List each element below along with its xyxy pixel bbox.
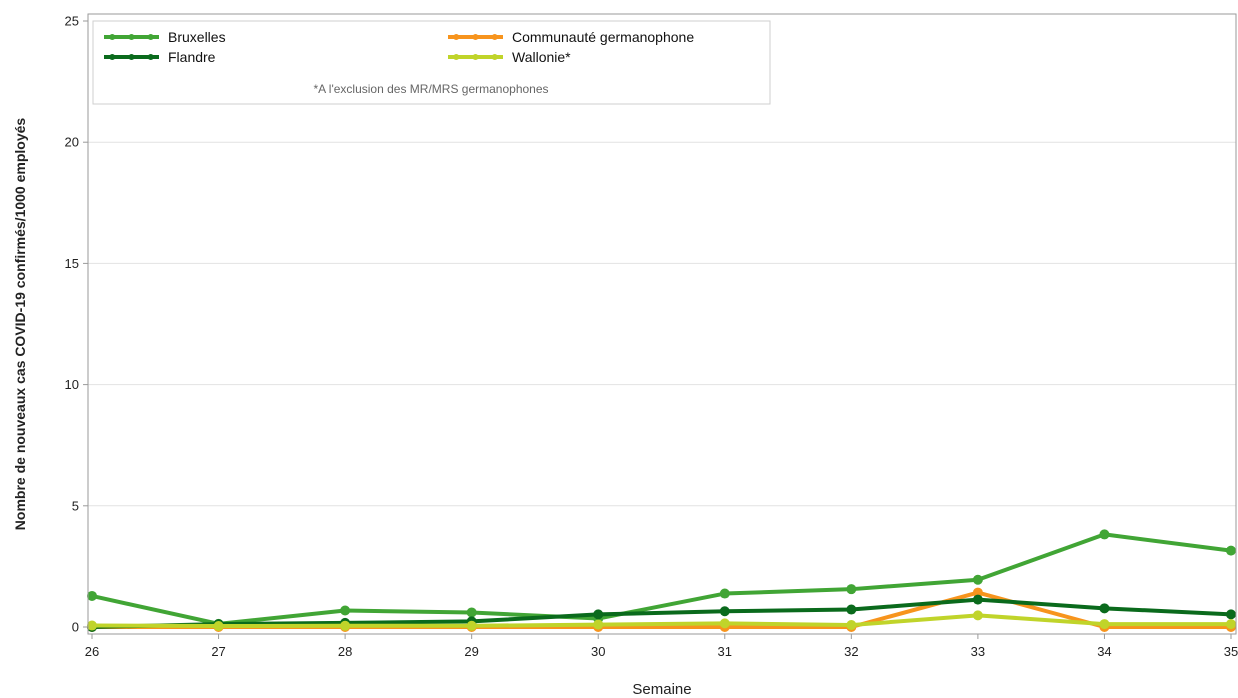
data-point: [87, 590, 97, 601]
x-tick-label: 30: [591, 644, 605, 659]
y-tick-label: 15: [65, 256, 79, 271]
data-point: [340, 605, 351, 616]
data-point: [1226, 619, 1236, 630]
legend-swatch-marker: [128, 54, 135, 60]
series-line: [90, 613, 1233, 629]
data-point: [846, 584, 857, 595]
data-point: [719, 588, 730, 599]
data-point: [1099, 619, 1110, 630]
data-point: [1099, 603, 1110, 614]
data-point: [846, 604, 857, 615]
data-point: [1099, 529, 1110, 540]
legend: Bruxelles Communauté germanophone Flandre W…: [92, 20, 771, 105]
y-tick-label: 0: [72, 620, 79, 635]
series-line: [90, 532, 1233, 626]
data-point: [1226, 545, 1236, 556]
y-tick-label: 20: [65, 135, 79, 150]
series-wallonie: [87, 610, 1236, 632]
legend-swatch-marker: [109, 34, 116, 40]
legend-item: Wallonie*: [448, 49, 571, 65]
series-line: [90, 597, 1233, 629]
legend-box: [92, 20, 771, 105]
y-axis: 0 5 10 15 20 25: [65, 14, 88, 635]
legend-label: Communauté germanophone: [512, 29, 694, 45]
data-point: [972, 574, 983, 585]
data-point: [972, 610, 983, 621]
x-tick-label: 28: [338, 644, 352, 659]
data-point: [466, 620, 477, 631]
legend-swatch-marker: [472, 54, 479, 60]
legend-item: Flandre: [104, 49, 216, 65]
data-point: [719, 618, 730, 629]
legend-swatch-marker: [147, 34, 154, 40]
x-tick-label: 29: [464, 644, 478, 659]
x-tick-label: 35: [1224, 644, 1238, 659]
x-axis-label: Semaine: [632, 681, 691, 698]
data-point: [846, 620, 857, 631]
legend-swatch-marker: [491, 54, 498, 60]
legend-swatch-marker: [453, 54, 460, 60]
x-tick-label: 32: [844, 644, 858, 659]
x-tick-label: 31: [718, 644, 732, 659]
legend-item: Bruxelles: [104, 29, 226, 45]
legend-swatch-marker: [147, 54, 154, 60]
data-point: [972, 594, 983, 605]
y-tick-label: 10: [65, 377, 79, 392]
data-point: [340, 620, 351, 631]
data-point: [1226, 609, 1236, 620]
x-axis: 26 27 28 29 30 31 32 33 34 35: [85, 634, 1238, 659]
legend-label: Flandre: [168, 49, 216, 65]
data-point: [466, 607, 477, 618]
legend-note: *A l'exclusion des MR/MRS germanophones: [313, 82, 548, 96]
x-tick-label: 27: [211, 644, 225, 659]
data-point: [719, 606, 730, 617]
legend-swatch-marker: [128, 34, 135, 40]
data-point: [87, 620, 97, 631]
data-point: [972, 587, 983, 598]
y-tick-label: 5: [72, 498, 79, 513]
x-tick-label: 34: [1097, 644, 1111, 659]
legend-swatch-marker: [109, 54, 116, 60]
gridlines: [88, 141, 1236, 507]
x-tick-label: 33: [971, 644, 985, 659]
legend-swatch-marker: [453, 34, 460, 40]
legend-swatch-marker: [472, 34, 479, 40]
data-point: [593, 609, 604, 620]
series-lines: [87, 529, 1236, 632]
legend-label: Wallonie*: [512, 49, 571, 65]
y-tick-label: 25: [65, 14, 79, 29]
x-tick-label: 26: [85, 644, 99, 659]
legend-item: Communauté germanophone: [448, 29, 694, 45]
plot-frame: [87, 13, 1237, 635]
y-axis-label: Nombre de nouveaux cas COVID-19 confirmé…: [12, 118, 28, 531]
data-point: [593, 619, 604, 630]
legend-label: Bruxelles: [168, 29, 226, 45]
legend-swatch-marker: [491, 34, 498, 40]
data-point: [213, 621, 224, 632]
